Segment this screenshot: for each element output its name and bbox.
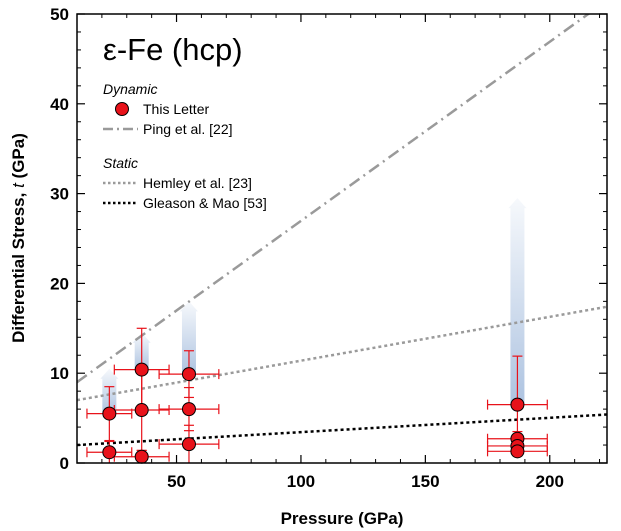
line-gleason [77, 413, 607, 447]
data-point-5 [134, 449, 149, 464]
axis-ticks [77, 13, 607, 464]
line-hemley [77, 305, 607, 402]
uncertainty-arrow-4 [508, 198, 527, 405]
data-point-7 [181, 402, 196, 417]
y-tick-label: 40 [50, 95, 69, 114]
data-point-8 [181, 437, 196, 452]
data-point-4 [134, 403, 149, 418]
y-tick-label: 10 [50, 364, 69, 383]
data-points [102, 362, 525, 464]
data-point-2 [102, 445, 117, 460]
data-point-12 [510, 444, 525, 459]
legend-label-hemley: Hemley et al. [23] [143, 175, 252, 191]
reference-lines [77, 14, 607, 447]
error-bars [86, 327, 548, 463]
y-axis-label-unit: (GPa) [9, 133, 28, 183]
x-axis-label: Pressure (GPa) [281, 509, 404, 528]
legend: Dynamic This Letter Ping et al. [22] Sta… [103, 81, 267, 211]
legend-marker-this-letter [115, 102, 129, 116]
chart-title: ε-Fe (hcp) [103, 32, 243, 67]
uncertainty-arrow-3 [179, 301, 198, 375]
data-point-3 [134, 362, 149, 377]
y-tick-label: 50 [50, 5, 69, 24]
data-point-9 [510, 397, 525, 412]
legend-label-ping: Ping et al. [22] [143, 121, 233, 137]
x-tick-label: 150 [411, 472, 439, 491]
plot-frame [76, 13, 608, 464]
x-tick-label: 100 [287, 472, 315, 491]
tick-labels: 50 100 150 200 0 10 20 30 40 50 [50, 5, 564, 491]
x-tick-label: 200 [536, 472, 564, 491]
x-tick-label: 50 [167, 472, 186, 491]
legend-heading-dynamic: Dynamic [103, 81, 157, 97]
y-tick-label: 0 [60, 454, 69, 473]
uncertainty-arrows [100, 198, 527, 414]
y-axis-label-main: Differential Stress, [9, 188, 28, 343]
y-tick-label: 30 [50, 185, 69, 204]
y-axis-label: Differential Stress, t (GPa) [9, 133, 28, 343]
y-tick-label: 20 [50, 274, 69, 293]
data-point-6 [181, 367, 196, 382]
data-point-1 [102, 406, 117, 421]
y-axis-label-variable: t [9, 182, 28, 188]
legend-label-gleason: Gleason & Mao [53] [143, 195, 267, 211]
legend-heading-static: Static [103, 155, 138, 171]
legend-label-this-letter: This Letter [143, 101, 209, 117]
